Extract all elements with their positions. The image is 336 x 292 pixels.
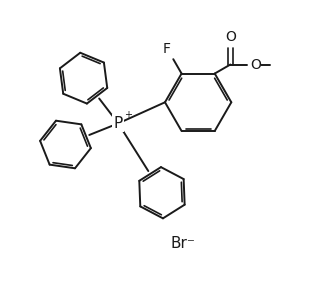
Text: O: O <box>225 30 236 44</box>
Text: F: F <box>163 42 171 56</box>
Text: P: P <box>114 116 123 131</box>
Text: Br⁻: Br⁻ <box>171 237 196 251</box>
Text: O: O <box>250 58 261 72</box>
Text: +: + <box>124 110 132 120</box>
